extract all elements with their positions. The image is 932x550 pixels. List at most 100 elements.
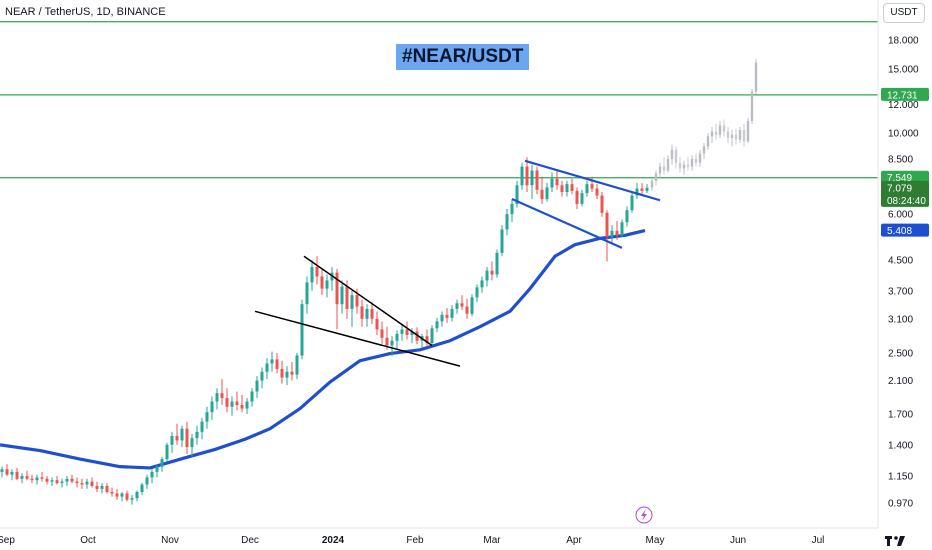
candle-27 (135, 490, 139, 502)
time-axis[interactable]: Sep Oct Nov Dec 2024 Feb Mar Apr May Jun Jul (0, 535, 824, 546)
candle-51 (255, 376, 259, 399)
time-tick-label: Dec (241, 535, 259, 546)
candle-60 (300, 299, 304, 360)
candle-32 (160, 456, 164, 472)
candle-63 (315, 256, 319, 285)
moving-average-line (0, 228, 646, 470)
candle-72 (360, 299, 364, 327)
candle-13 (65, 476, 69, 486)
candle-76 (380, 321, 384, 344)
candle-58 (290, 362, 294, 381)
candle-109 (545, 183, 549, 202)
candle-49 (245, 398, 249, 415)
price-tag-2: 7.549 (881, 170, 929, 184)
candle-55 (275, 352, 279, 374)
candle-12 (60, 478, 64, 488)
trendline-3 (511, 198, 623, 249)
candle-88 (440, 311, 444, 327)
candle-115 (575, 187, 579, 209)
projection-candle-5 (670, 144, 674, 165)
candle-16 (80, 478, 84, 489)
projection-candle-23 (742, 123, 746, 147)
candle-50 (250, 388, 254, 407)
projection-candle-6 (674, 146, 678, 169)
candle-127 (635, 183, 639, 200)
time-tick-label: Sep (0, 535, 15, 546)
candle-79 (395, 330, 399, 350)
candle-34 (170, 431, 174, 453)
candle-73 (365, 304, 369, 327)
candle-26 (130, 495, 134, 505)
candle-116 (580, 189, 584, 207)
svg-text:08:24:40: 08:24:40 (887, 196, 926, 207)
candle-47 (235, 391, 239, 411)
candle-19 (95, 481, 99, 492)
candle-31 (155, 464, 159, 478)
candle-117 (585, 180, 589, 197)
candle-22 (110, 487, 114, 497)
svg-text:7.549: 7.549 (887, 173, 912, 184)
candle-2 (10, 469, 14, 481)
projection-layer (650, 58, 758, 191)
trendlines-layer (254, 159, 661, 367)
candle-125 (625, 206, 629, 227)
candle-122 (610, 225, 614, 244)
tradingview-logo-icon (885, 536, 905, 546)
candle-126 (630, 191, 634, 213)
candle-129 (645, 184, 649, 194)
candle-101 (505, 208, 509, 236)
candle-54 (270, 351, 274, 372)
candle-120 (600, 191, 604, 217)
candle-100 (500, 225, 504, 257)
projection-candle-3 (662, 157, 666, 175)
price-tick-label: 3.700 (888, 286, 913, 297)
candle-46 (230, 396, 234, 416)
candle-103 (515, 180, 519, 208)
candle-98 (490, 261, 494, 281)
price-tick-label: 3.100 (888, 314, 913, 325)
price-tick-label: 4.500 (888, 255, 913, 266)
projection-candle-10 (690, 155, 694, 171)
chart-title-badge: #NEAR/USDT (396, 44, 530, 70)
candle-10 (50, 477, 54, 486)
time-tick-label: Oct (80, 535, 96, 546)
candle-78 (390, 336, 394, 357)
trendline-2 (524, 159, 661, 202)
projection-candle-8 (682, 160, 686, 175)
candle-36 (180, 425, 184, 448)
candle-128 (640, 183, 644, 195)
price-tag-1: 12.731 (881, 87, 929, 101)
lightning-icon[interactable] (635, 506, 653, 524)
projection-candle-12 (698, 149, 702, 167)
projection-candle-20 (730, 130, 734, 147)
price-axis[interactable]: 18.000 15.000 12.000 10.000 8.500 6.000 4.500 3… (888, 36, 919, 510)
candle-18 (90, 477, 94, 488)
candle-62 (310, 259, 314, 291)
time-tick-label: Jul (812, 535, 825, 546)
candle-52 (260, 367, 264, 389)
price-tick-label: 1.150 (888, 472, 913, 483)
candle-23 (115, 488, 119, 500)
candle-9 (45, 476, 49, 485)
candle-44 (220, 379, 224, 405)
candle-108 (540, 176, 544, 204)
candle-104 (520, 162, 524, 190)
candle-99 (495, 249, 499, 278)
price-tick-label: 18.000 (888, 36, 919, 47)
candle-57 (285, 366, 289, 386)
candle-105 (525, 157, 529, 192)
candle-56 (280, 360, 284, 384)
horizontal-levels (0, 21, 878, 179)
projection-candle-11 (694, 153, 698, 167)
candle-90 (450, 305, 454, 322)
candle-42 (210, 396, 214, 420)
price-tick-label: 6.000 (888, 210, 913, 221)
candle-38 (190, 433, 194, 457)
price-tick-label: 8.500 (888, 154, 913, 165)
candle-114 (570, 178, 574, 195)
symbol-header: NEAR / TetherUS, 1D, BINANCE (5, 6, 166, 18)
candle-48 (240, 394, 244, 413)
currency-button[interactable]: USDT (883, 3, 925, 23)
